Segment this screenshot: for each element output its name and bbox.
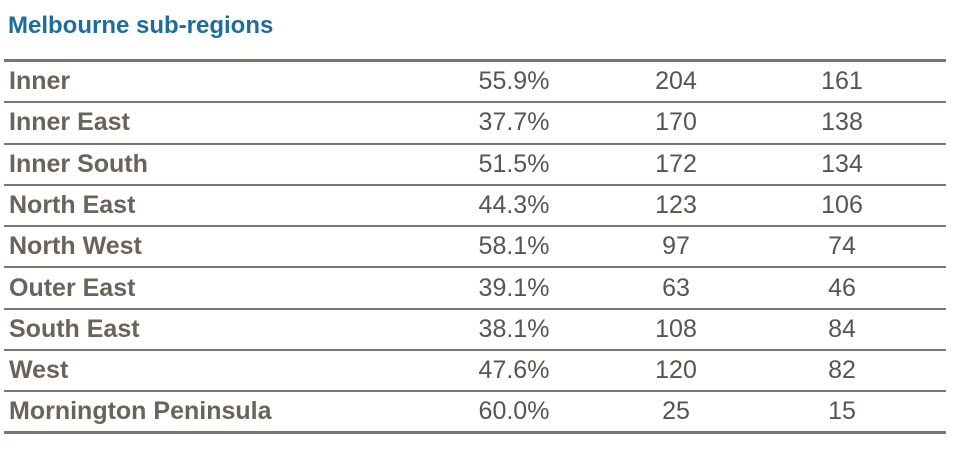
table-row: South East 38.1% 108 84 bbox=[4, 310, 946, 352]
region-name: Outer East bbox=[9, 273, 136, 302]
region-value-1: 25 bbox=[662, 397, 690, 426]
region-value-1: 63 bbox=[662, 273, 690, 302]
table-row: Inner East 37.7% 170 138 bbox=[4, 103, 946, 145]
table-row: Mornington Peninsula 60.0% 25 15 bbox=[4, 392, 946, 434]
region-value-2: 161 bbox=[821, 67, 863, 96]
region-name: Inner South bbox=[9, 149, 148, 178]
region-value-1: 97 bbox=[662, 232, 690, 261]
region-percentage: 55.9% bbox=[478, 67, 550, 96]
region-percentage: 60.0% bbox=[478, 397, 550, 426]
region-value-1: 172 bbox=[655, 149, 697, 178]
region-value-2: 138 bbox=[821, 108, 863, 137]
region-percentage: 51.5% bbox=[478, 149, 550, 178]
region-name: Mornington Peninsula bbox=[9, 397, 272, 426]
table-row: West 47.6% 120 82 bbox=[4, 351, 946, 393]
region-name: North West bbox=[9, 232, 142, 261]
region-value-2: 15 bbox=[828, 397, 856, 426]
table-title: Melbourne sub-regions bbox=[8, 12, 274, 39]
table-row: North East 44.3% 123 106 bbox=[4, 186, 946, 228]
table-row: Outer East 39.1% 63 46 bbox=[4, 268, 946, 310]
region-value-1: 170 bbox=[655, 108, 697, 137]
region-percentage: 37.7% bbox=[478, 108, 550, 137]
sub-regions-table: Inner 55.9% 204 161 Inner East 37.7% 170… bbox=[4, 59, 946, 434]
region-value-2: 106 bbox=[821, 191, 863, 220]
region-value-2: 134 bbox=[821, 149, 863, 178]
region-value-1: 120 bbox=[655, 356, 697, 385]
region-name: Inner bbox=[9, 67, 71, 96]
region-percentage: 44.3% bbox=[478, 191, 550, 220]
region-name: West bbox=[9, 356, 69, 385]
region-value-2: 84 bbox=[828, 314, 856, 343]
region-name: Inner East bbox=[9, 108, 130, 137]
region-percentage: 38.1% bbox=[478, 314, 550, 343]
region-name: North East bbox=[9, 191, 136, 220]
table-row: North West 58.1% 97 74 bbox=[4, 227, 946, 269]
region-value-2: 74 bbox=[828, 232, 856, 261]
region-value-2: 46 bbox=[828, 273, 856, 302]
region-value-1: 108 bbox=[655, 314, 697, 343]
region-value-2: 82 bbox=[828, 356, 856, 385]
region-percentage: 47.6% bbox=[478, 356, 550, 385]
table-row: Inner South 51.5% 172 134 bbox=[4, 145, 946, 186]
region-value-1: 204 bbox=[655, 67, 697, 96]
region-percentage: 39.1% bbox=[478, 273, 550, 302]
region-name: South East bbox=[9, 314, 140, 343]
region-percentage: 58.1% bbox=[478, 232, 550, 261]
region-value-1: 123 bbox=[655, 191, 697, 220]
table-row: Inner 55.9% 204 161 bbox=[4, 62, 946, 104]
